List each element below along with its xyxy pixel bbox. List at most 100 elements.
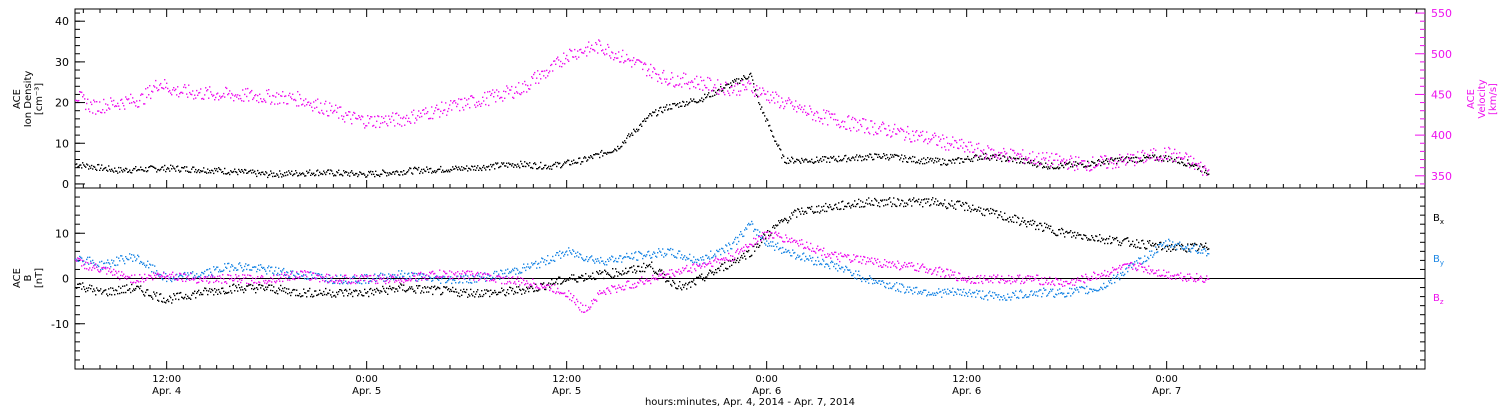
data-point-velocity <box>799 104 801 106</box>
data-point-ion-density <box>801 157 803 160</box>
data-point-ion-density <box>815 161 817 163</box>
data-point-bx <box>1172 248 1174 251</box>
data-point-by <box>1005 299 1007 301</box>
data-point-velocity <box>528 88 530 90</box>
data-point-ion-density <box>1179 162 1181 165</box>
data-point-bx <box>555 281 557 283</box>
data-point-bx <box>897 198 899 200</box>
data-point-bx <box>143 293 145 296</box>
data-point-ion-density <box>1046 166 1048 168</box>
data-point-velocity <box>971 144 973 147</box>
data-point-bx <box>886 199 888 201</box>
data-point-bx <box>329 289 331 291</box>
data-point-velocity <box>673 85 675 87</box>
data-point-by <box>983 298 985 300</box>
data-point-ion-density <box>249 170 251 172</box>
data-point-ion-density <box>788 162 790 164</box>
data-point-velocity <box>130 93 132 96</box>
data-point-bx <box>699 274 701 277</box>
data-point-velocity <box>401 125 403 127</box>
data-point-ion-density <box>461 166 463 168</box>
data-point-bx <box>470 288 472 291</box>
data-point-velocity <box>762 87 764 89</box>
data-point-ion-density <box>961 158 963 160</box>
data-point-bx <box>860 200 862 202</box>
data-point-bz <box>96 266 98 268</box>
data-point-ion-density <box>1009 156 1011 158</box>
data-point-bz <box>136 280 138 282</box>
data-point-bx <box>601 271 603 274</box>
data-point-ion-density <box>167 167 169 169</box>
data-point-bz <box>147 277 149 279</box>
data-point-by <box>203 273 205 275</box>
data-point-bx <box>738 261 740 264</box>
data-point-bx <box>483 293 485 296</box>
data-point-bx <box>85 291 87 293</box>
data-point-ion-density <box>205 171 207 173</box>
data-point-velocity <box>1069 158 1071 161</box>
data-point-velocity <box>1100 155 1102 158</box>
data-point-bx <box>403 284 405 286</box>
data-point-by <box>411 271 413 274</box>
data-point-by <box>1003 295 1005 297</box>
data-point-velocity <box>1145 160 1147 163</box>
data-point-by <box>537 263 539 265</box>
data-point-ion-density <box>1054 167 1056 169</box>
data-point-velocity <box>597 52 599 54</box>
data-point-ion-density <box>333 175 335 177</box>
data-point-by <box>914 291 916 293</box>
data-point-velocity <box>989 158 991 160</box>
data-point-ion-density <box>830 156 832 158</box>
data-point-bz <box>144 273 146 276</box>
data-point-by <box>781 252 783 254</box>
data-point-by <box>340 274 342 276</box>
data-point-velocity <box>449 104 451 106</box>
data-point-by <box>441 277 443 280</box>
data-point-by <box>720 253 722 256</box>
data-point-velocity <box>77 100 79 102</box>
data-point-bx <box>649 263 651 266</box>
data-point-by <box>1109 281 1111 284</box>
data-point-velocity <box>306 104 308 106</box>
data-point-velocity <box>808 113 810 115</box>
data-point-by <box>516 267 518 270</box>
data-point-ion-density <box>792 157 794 160</box>
data-point-bx <box>629 267 631 269</box>
data-point-by <box>1186 247 1188 249</box>
data-point-by <box>158 275 160 277</box>
data-point-by <box>536 267 538 269</box>
data-point-bx <box>356 290 358 292</box>
data-point-velocity <box>789 99 791 101</box>
data-point-by <box>308 278 310 280</box>
data-point-by <box>566 250 568 252</box>
data-point-velocity <box>238 98 240 100</box>
data-point-ion-density <box>1157 159 1159 161</box>
data-point-bx <box>1187 243 1189 245</box>
data-point-by <box>876 281 878 284</box>
data-point-ion-density <box>342 175 344 177</box>
data-point-bx <box>974 208 976 210</box>
data-point-by <box>289 276 291 278</box>
data-point-velocity <box>494 91 496 94</box>
data-point-by <box>560 257 562 259</box>
data-point-velocity <box>280 95 282 97</box>
data-point-velocity <box>1018 153 1020 155</box>
data-point-bx <box>385 291 387 293</box>
data-point-ion-density <box>661 110 663 113</box>
data-point-bx <box>950 205 952 207</box>
data-point-ion-density <box>727 83 729 85</box>
data-point-bx <box>611 276 613 278</box>
data-point-velocity <box>837 119 839 121</box>
data-point-by <box>868 282 870 284</box>
data-point-bx <box>307 290 309 292</box>
data-point-bx <box>958 200 960 203</box>
data-point-bx <box>336 291 338 294</box>
data-point-velocity <box>1123 160 1125 163</box>
data-point-bx <box>719 269 721 272</box>
data-point-ion-density <box>513 166 515 168</box>
data-point-ion-density <box>216 168 218 170</box>
data-point-by <box>232 265 234 267</box>
data-point-bx <box>703 277 705 279</box>
data-point-bx <box>147 289 149 291</box>
data-point-bx <box>887 203 889 206</box>
